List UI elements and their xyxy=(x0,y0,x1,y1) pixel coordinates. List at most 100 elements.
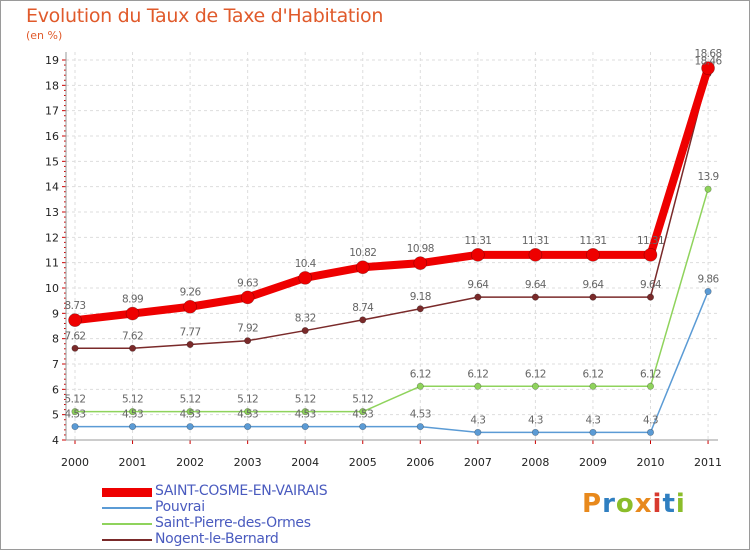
data-point xyxy=(301,423,309,431)
y-tick-label: 9 xyxy=(52,307,59,320)
data-label: 4.53 xyxy=(352,409,373,421)
data-point xyxy=(298,271,313,285)
data-point xyxy=(355,260,370,275)
x-tick-label: 2008 xyxy=(521,456,549,469)
data-point xyxy=(528,248,543,262)
data-label: 9.64 xyxy=(467,279,489,291)
data-point xyxy=(359,408,367,416)
proxiti-logo: Proxiti xyxy=(582,489,686,519)
x-tick-label: 2007 xyxy=(464,456,492,469)
data-label: 4.3 xyxy=(528,414,543,426)
data-point xyxy=(301,408,309,416)
data-point xyxy=(129,423,137,431)
data-point xyxy=(531,382,539,390)
data-label: 8.73 xyxy=(65,300,86,312)
y-tick-label: 12 xyxy=(45,231,59,244)
legend-label-2: Saint-Pierre-des-Ormes xyxy=(155,515,311,531)
y-tick-label: 19 xyxy=(45,54,59,67)
data-label: 4.53 xyxy=(237,409,258,421)
y-tick-label: 15 xyxy=(45,155,59,168)
y-tick-label: 17 xyxy=(45,105,59,118)
data-label: 10.82 xyxy=(349,247,376,259)
y-tick-label: 8 xyxy=(52,333,59,346)
data-label: 8.99 xyxy=(122,294,143,306)
data-point xyxy=(646,382,654,390)
logo-letter: i xyxy=(652,489,663,519)
data-point xyxy=(646,428,654,436)
data-point xyxy=(416,423,424,431)
x-tick-label: 2002 xyxy=(176,456,204,469)
y-tick-label: 5 xyxy=(52,409,59,422)
data-label: 10.98 xyxy=(407,243,434,255)
series-line-0 xyxy=(71,64,713,325)
x-tick-label: 2009 xyxy=(579,456,607,469)
data-point xyxy=(643,248,658,262)
logo-letter: r xyxy=(602,489,616,519)
x-tick-label: 2005 xyxy=(349,456,377,469)
data-point xyxy=(129,408,137,416)
logo-letter: P xyxy=(582,489,603,519)
series-line-1 xyxy=(74,290,709,434)
data-point xyxy=(71,408,79,416)
data-label: 11.31 xyxy=(464,235,491,247)
data-point xyxy=(474,428,482,436)
legend-label-1: Pouvrai xyxy=(155,499,205,515)
data-label: 13.9 xyxy=(698,171,719,183)
data-label: 11.31 xyxy=(579,235,606,247)
data-point xyxy=(416,382,424,390)
legend-swatch-0 xyxy=(102,488,152,497)
data-point xyxy=(531,293,539,301)
data-label: 6.12 xyxy=(525,368,546,380)
data-label: 9.64 xyxy=(525,279,547,291)
x-tick-label: 2004 xyxy=(291,456,319,469)
data-label: 4.53 xyxy=(122,409,143,421)
data-label: 5.12 xyxy=(65,394,86,406)
data-label: 5.12 xyxy=(237,394,258,406)
logo-letter: x xyxy=(634,489,653,519)
data-label: 6.12 xyxy=(410,368,431,380)
data-point xyxy=(244,423,252,431)
data-label: 5.12 xyxy=(352,394,373,406)
logo-letter: o xyxy=(615,489,635,519)
series-line-2 xyxy=(74,188,709,413)
data-label: 18.46 xyxy=(695,56,723,68)
series-lines xyxy=(68,61,715,436)
legend-label-3: Nogent-le-Bernard xyxy=(155,531,279,547)
data-point xyxy=(471,248,485,262)
data-point xyxy=(474,293,482,301)
data-label: 8.32 xyxy=(295,313,316,325)
data-label: 4.53 xyxy=(410,409,431,421)
data-point xyxy=(244,408,252,416)
legend-label-0: SAINT-COSME-EN-VAIRAIS xyxy=(155,483,328,499)
data-point xyxy=(646,293,654,301)
data-point xyxy=(240,290,255,305)
logo-letter: i xyxy=(675,489,686,519)
data-point xyxy=(71,344,79,352)
y-tick-label: 14 xyxy=(45,181,59,194)
data-point xyxy=(586,248,600,262)
data-labels: 7.62 7.62 7.77 7.92 8.32 8.74 9.18 9.64 9.64 9.64… xyxy=(65,48,724,426)
data-point xyxy=(701,61,715,75)
data-point xyxy=(125,306,140,321)
data-point xyxy=(301,327,309,335)
series-line-3 xyxy=(74,72,709,350)
data-label: 6.12 xyxy=(582,368,603,380)
chart-title: Evolution du Taux de Taxe d'Habitation xyxy=(26,5,384,27)
y-tick-label: 13 xyxy=(45,206,59,219)
data-label: 4.53 xyxy=(295,409,316,421)
data-point xyxy=(359,423,367,431)
x-tick-label: 2003 xyxy=(234,456,262,469)
y-tick-label: 6 xyxy=(52,383,59,396)
data-label: 6.12 xyxy=(467,368,488,380)
y-tick-label: 4 xyxy=(52,434,59,447)
data-point xyxy=(589,293,597,301)
data-label: 7.62 xyxy=(65,330,86,342)
chart-subtitle: (en %) xyxy=(26,29,63,42)
y-tick-label: 7 xyxy=(52,358,59,371)
x-tick-label: 2010 xyxy=(637,456,665,469)
data-point xyxy=(589,428,597,436)
data-point xyxy=(416,305,424,313)
data-point xyxy=(183,299,197,314)
